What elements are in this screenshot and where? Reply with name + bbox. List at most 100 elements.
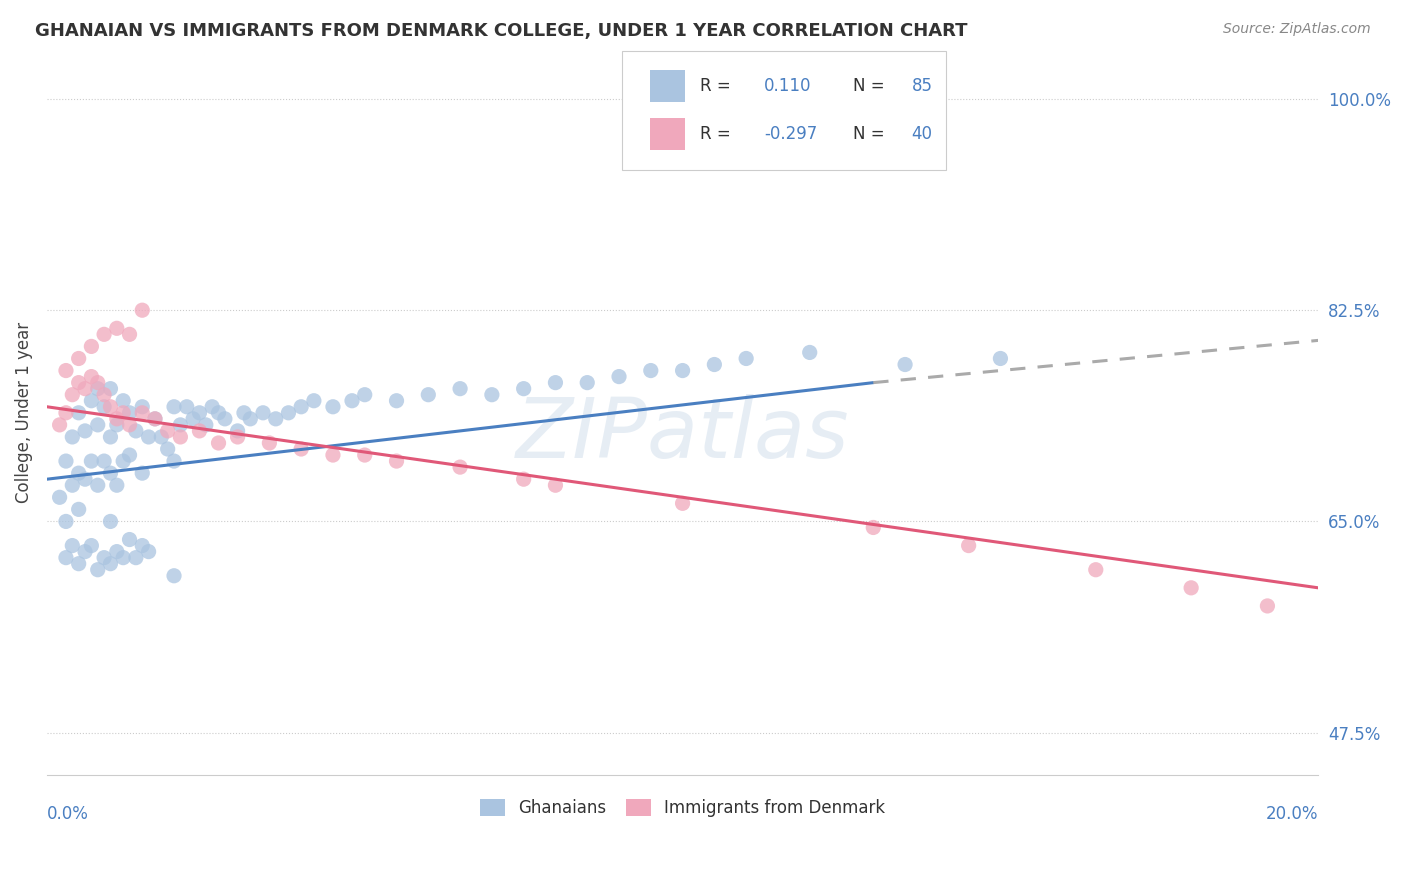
- Point: [512, 472, 534, 486]
- Point: [87, 478, 110, 492]
- Point: [957, 539, 980, 553]
- Point: [277, 406, 299, 420]
- Point: [67, 406, 90, 420]
- Point: [60, 539, 83, 553]
- Point: [188, 406, 211, 420]
- Point: [118, 417, 141, 432]
- Point: [131, 303, 153, 318]
- Point: [449, 460, 471, 475]
- FancyBboxPatch shape: [621, 51, 946, 170]
- Point: [156, 442, 179, 456]
- Point: [100, 430, 122, 444]
- Text: GHANAIAN VS IMMIGRANTS FROM DENMARK COLLEGE, UNDER 1 YEAR CORRELATION CHART: GHANAIAN VS IMMIGRANTS FROM DENMARK COLL…: [35, 22, 967, 40]
- Point: [544, 478, 567, 492]
- Point: [703, 358, 725, 372]
- Text: N =: N =: [853, 77, 884, 95]
- Point: [671, 496, 693, 510]
- Point: [67, 502, 90, 516]
- Point: [163, 400, 186, 414]
- Y-axis label: College, Under 1 year: College, Under 1 year: [15, 322, 32, 503]
- Point: [80, 369, 103, 384]
- Point: [93, 327, 115, 342]
- Point: [105, 412, 128, 426]
- Point: [87, 376, 110, 390]
- Point: [118, 533, 141, 547]
- Point: [233, 406, 256, 420]
- Point: [322, 400, 344, 414]
- Point: [87, 417, 110, 432]
- Point: [100, 557, 122, 571]
- Point: [100, 466, 122, 480]
- Point: [671, 363, 693, 377]
- Point: [131, 539, 153, 553]
- Point: [1256, 599, 1278, 613]
- Legend: Ghanaians, Immigrants from Denmark: Ghanaians, Immigrants from Denmark: [479, 799, 886, 817]
- Point: [544, 376, 567, 390]
- Point: [176, 400, 198, 414]
- Point: [60, 387, 83, 401]
- Point: [48, 417, 70, 432]
- Point: [259, 436, 281, 450]
- Point: [87, 382, 110, 396]
- Point: [290, 400, 312, 414]
- Point: [194, 417, 217, 432]
- Point: [105, 478, 128, 492]
- Point: [105, 321, 128, 335]
- Point: [93, 400, 115, 414]
- Point: [481, 387, 503, 401]
- Text: Source: ZipAtlas.com: Source: ZipAtlas.com: [1223, 22, 1371, 37]
- FancyBboxPatch shape: [650, 70, 685, 102]
- Point: [112, 550, 135, 565]
- Point: [100, 382, 122, 396]
- Point: [67, 466, 90, 480]
- Point: [862, 520, 884, 534]
- Point: [322, 448, 344, 462]
- Point: [188, 424, 211, 438]
- Point: [67, 351, 90, 366]
- Point: [48, 491, 70, 505]
- Point: [353, 448, 375, 462]
- Point: [894, 358, 917, 372]
- Point: [418, 387, 440, 401]
- Point: [181, 412, 204, 426]
- FancyBboxPatch shape: [650, 118, 685, 151]
- Point: [340, 393, 363, 408]
- Point: [163, 454, 186, 468]
- Point: [105, 544, 128, 558]
- Point: [143, 412, 166, 426]
- Point: [302, 393, 325, 408]
- Point: [640, 363, 662, 377]
- Point: [118, 327, 141, 342]
- Text: 0.110: 0.110: [763, 77, 811, 95]
- Point: [138, 544, 160, 558]
- Point: [118, 448, 141, 462]
- Point: [607, 369, 630, 384]
- Point: [60, 430, 83, 444]
- Point: [100, 515, 122, 529]
- Point: [73, 472, 96, 486]
- Point: [80, 393, 103, 408]
- Text: R =: R =: [700, 125, 731, 143]
- Point: [138, 430, 160, 444]
- Point: [353, 387, 375, 401]
- Point: [67, 557, 90, 571]
- Point: [201, 400, 224, 414]
- Text: -0.297: -0.297: [763, 125, 817, 143]
- Point: [60, 478, 83, 492]
- Text: 40: 40: [911, 125, 932, 143]
- Point: [169, 430, 191, 444]
- Text: N =: N =: [853, 125, 884, 143]
- Point: [131, 406, 153, 420]
- Point: [93, 387, 115, 401]
- Point: [252, 406, 274, 420]
- Point: [143, 412, 166, 426]
- Point: [512, 382, 534, 396]
- Point: [93, 550, 115, 565]
- Point: [118, 406, 141, 420]
- Point: [125, 424, 148, 438]
- Point: [156, 424, 179, 438]
- Point: [1180, 581, 1202, 595]
- Point: [207, 436, 229, 450]
- Point: [385, 454, 408, 468]
- Point: [226, 424, 249, 438]
